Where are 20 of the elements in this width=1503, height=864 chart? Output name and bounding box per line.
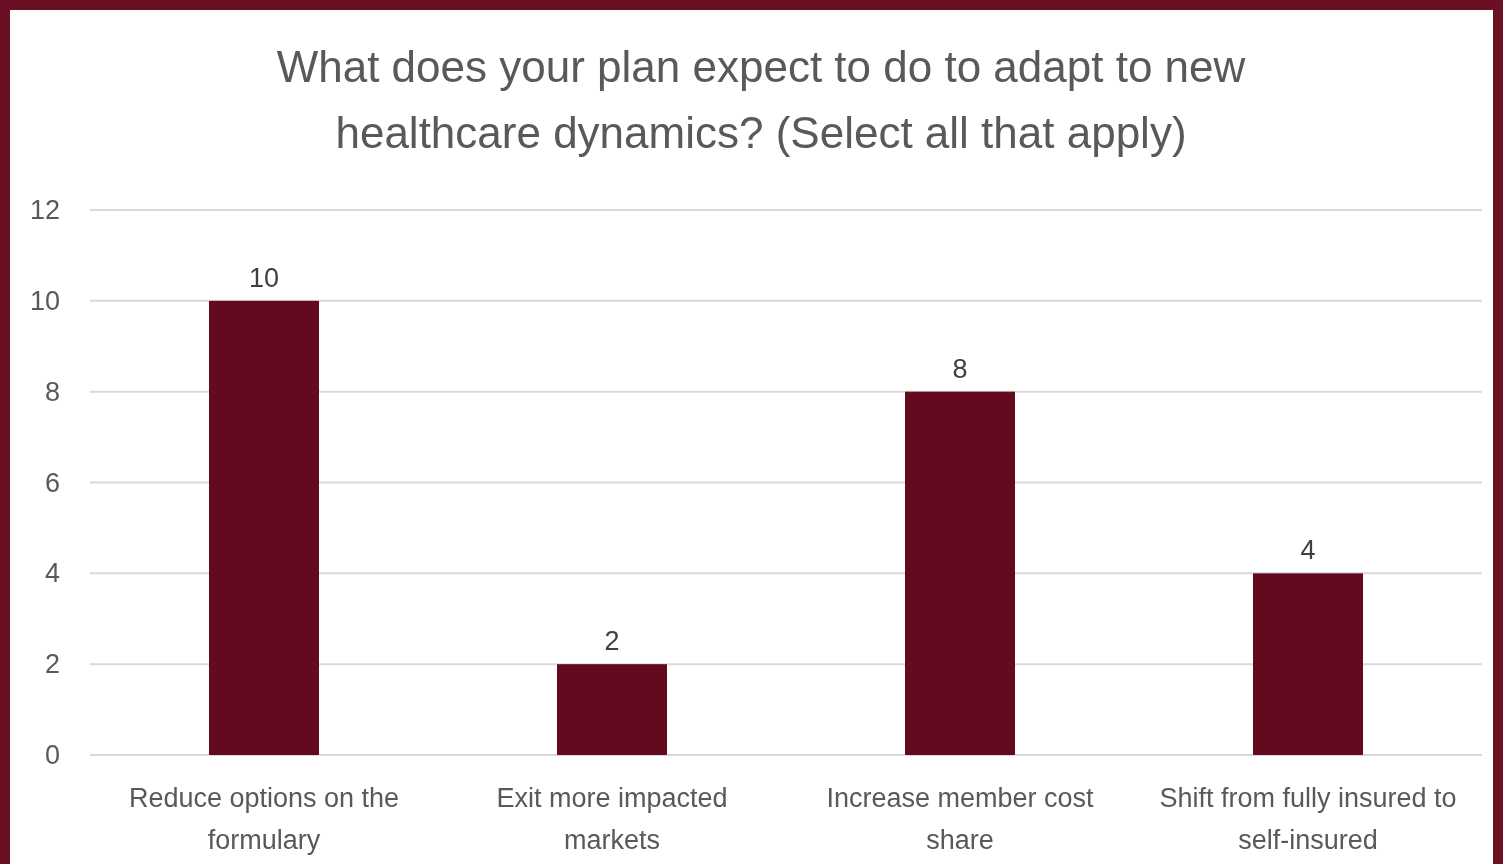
- y-tick-label: 10: [29, 285, 60, 316]
- y-tick-label: 8: [44, 376, 60, 407]
- x-tick-label: Reduce options on the formulary: [128, 783, 400, 855]
- bar: [905, 391, 1015, 755]
- y-tick-label: 4: [44, 558, 60, 589]
- bar: [1253, 573, 1363, 755]
- data-label: 4: [1300, 535, 1316, 566]
- data-label: 2: [604, 626, 620, 657]
- data-label: 8: [952, 353, 968, 384]
- chart-title: What does your plan expect to do to adapt to new healthcare dynamics? (Select all that apply): [276, 42, 1246, 157]
- x-tick-label: Exit more impacted markets: [496, 783, 728, 855]
- x-tick-label: Increase member cost share: [826, 783, 1095, 855]
- y-tick-label: 6: [44, 467, 60, 498]
- y-tick-label: 0: [44, 740, 60, 770]
- y-tick-label: 2: [44, 649, 60, 680]
- x-tick-label: Shift from fully insured to self-insured: [1159, 783, 1457, 855]
- data-label: 10: [248, 262, 280, 293]
- y-tick-label: 12: [29, 195, 60, 225]
- bar: [557, 664, 667, 755]
- bar: [209, 300, 319, 755]
